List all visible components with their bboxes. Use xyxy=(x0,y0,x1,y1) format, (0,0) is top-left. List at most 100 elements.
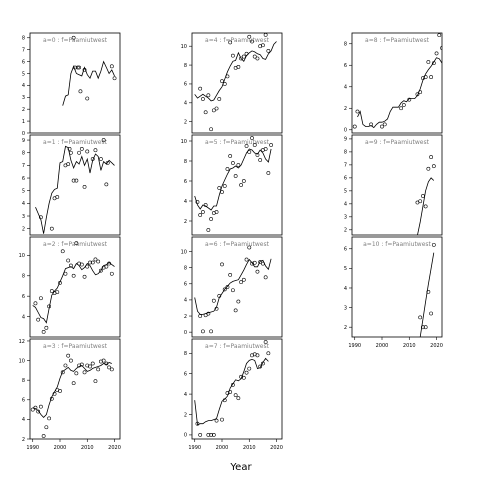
data-point xyxy=(369,122,373,127)
data-point xyxy=(79,147,84,151)
data-point xyxy=(233,308,238,313)
y-tick-label: 3 xyxy=(344,215,347,221)
data-point xyxy=(104,361,109,366)
data-point xyxy=(231,161,235,165)
panel-label: a=7 : f=Paamiutwest xyxy=(205,343,270,350)
data-point xyxy=(220,262,224,267)
data-point xyxy=(211,298,216,303)
y-tick-label: 6 xyxy=(344,63,347,69)
data-point xyxy=(105,160,110,165)
data-point xyxy=(82,184,87,189)
panel-label: a=1 : f=Paamiutwest xyxy=(43,139,108,146)
fitted-line xyxy=(32,362,112,418)
data-point xyxy=(93,257,98,262)
data-point xyxy=(71,178,76,183)
data-point xyxy=(222,184,227,188)
y-tick-label: 6 xyxy=(184,371,187,377)
panel-label: a=9 : f=Paamiutwest xyxy=(365,139,430,146)
data-point xyxy=(263,147,268,151)
data-point xyxy=(225,285,230,289)
y-tick-label: 8 xyxy=(184,159,187,165)
data-point xyxy=(206,93,211,98)
y-tick-label: 8 xyxy=(22,274,25,280)
x-tick-label: 1990 xyxy=(348,343,361,349)
data-point xyxy=(71,35,76,40)
panel-p4: a=4 : f=Paamiutwest 2 4 6 8 10 xyxy=(181,32,283,134)
data-point xyxy=(85,149,90,154)
data-point xyxy=(198,213,203,217)
data-point xyxy=(47,304,51,309)
data-point xyxy=(252,260,257,265)
data-point xyxy=(96,367,101,372)
data-point xyxy=(380,124,384,129)
panel-label: a=3 : f=Paamiutwest xyxy=(43,343,108,350)
panel-p6: a=6 : f=Paamiutwest 0 2 4 6 8 10 xyxy=(181,236,283,338)
panel-frame xyxy=(351,134,443,236)
data-point xyxy=(79,262,84,267)
y-tick-label: 6 xyxy=(184,282,187,288)
panel-p0: a=0 : f=Paamiutwest 0 1 2 3 4 5 6 7 8 xyxy=(22,32,121,137)
panel-p1: a=1 : f=Paamiutwest 2 3 4 5 6 7 8 9 xyxy=(22,134,121,236)
data-point xyxy=(263,33,268,37)
y-tick-label: 6 xyxy=(344,176,347,182)
data-point xyxy=(69,150,73,155)
data-point xyxy=(426,166,431,171)
data-point xyxy=(382,122,387,127)
x-tick-label: 2020 xyxy=(430,343,443,349)
data-point xyxy=(75,65,80,70)
data-point xyxy=(236,299,241,304)
data-point xyxy=(71,381,76,386)
data-point xyxy=(261,261,265,266)
data-point xyxy=(36,317,41,322)
y-tick-label: 2 xyxy=(344,106,347,112)
panel-frame xyxy=(191,338,283,440)
data-point xyxy=(214,306,219,311)
data-point xyxy=(236,396,241,401)
data-point xyxy=(401,103,406,107)
data-point xyxy=(429,75,433,79)
data-point xyxy=(55,195,60,199)
y-tick-label: 4 xyxy=(184,101,187,107)
panel-p10: a=10 : f=Paamiutwest 2 3 4 5 6 xyxy=(344,236,443,338)
y-tick-label: 2 xyxy=(22,107,25,113)
data-point xyxy=(426,290,431,294)
panel-frame xyxy=(29,32,121,134)
y-tick-label: 0 xyxy=(22,131,25,137)
fitted-line xyxy=(32,261,115,324)
data-point xyxy=(109,367,114,372)
data-point xyxy=(109,64,114,69)
x-axis-title: Year xyxy=(229,462,252,473)
y-tick-label: 7 xyxy=(22,47,25,53)
data-point xyxy=(93,379,98,384)
data-point xyxy=(266,171,271,175)
data-point xyxy=(247,150,252,154)
y-tick-label: 9 xyxy=(22,138,25,144)
fitted-line xyxy=(417,177,435,235)
data-point xyxy=(203,110,208,115)
data-point xyxy=(352,124,357,129)
data-point xyxy=(33,405,38,410)
y-tick-label: 4 xyxy=(184,199,187,205)
data-point xyxy=(58,281,62,285)
x-tick-label: 2010 xyxy=(243,445,256,451)
data-point xyxy=(431,242,436,247)
y-tick-label: 2 xyxy=(344,325,347,331)
x-tick-label: 2020 xyxy=(270,445,283,451)
data-point xyxy=(63,271,68,276)
data-point xyxy=(39,404,43,409)
panel-frame xyxy=(29,338,121,440)
y-tick-label: 5 xyxy=(344,189,347,195)
data-point xyxy=(233,393,238,398)
data-point xyxy=(239,280,243,285)
data-point xyxy=(201,329,205,334)
data-point xyxy=(104,182,109,187)
data-point xyxy=(90,260,95,265)
panel-frame xyxy=(29,134,121,236)
data-point xyxy=(255,56,260,61)
x-tick-label: 2000 xyxy=(54,445,67,451)
data-point xyxy=(415,92,420,97)
panel-label: a=0 : f=Paamiutwest xyxy=(43,37,108,44)
data-point xyxy=(49,226,54,231)
data-point xyxy=(431,164,436,169)
data-point xyxy=(434,51,439,56)
